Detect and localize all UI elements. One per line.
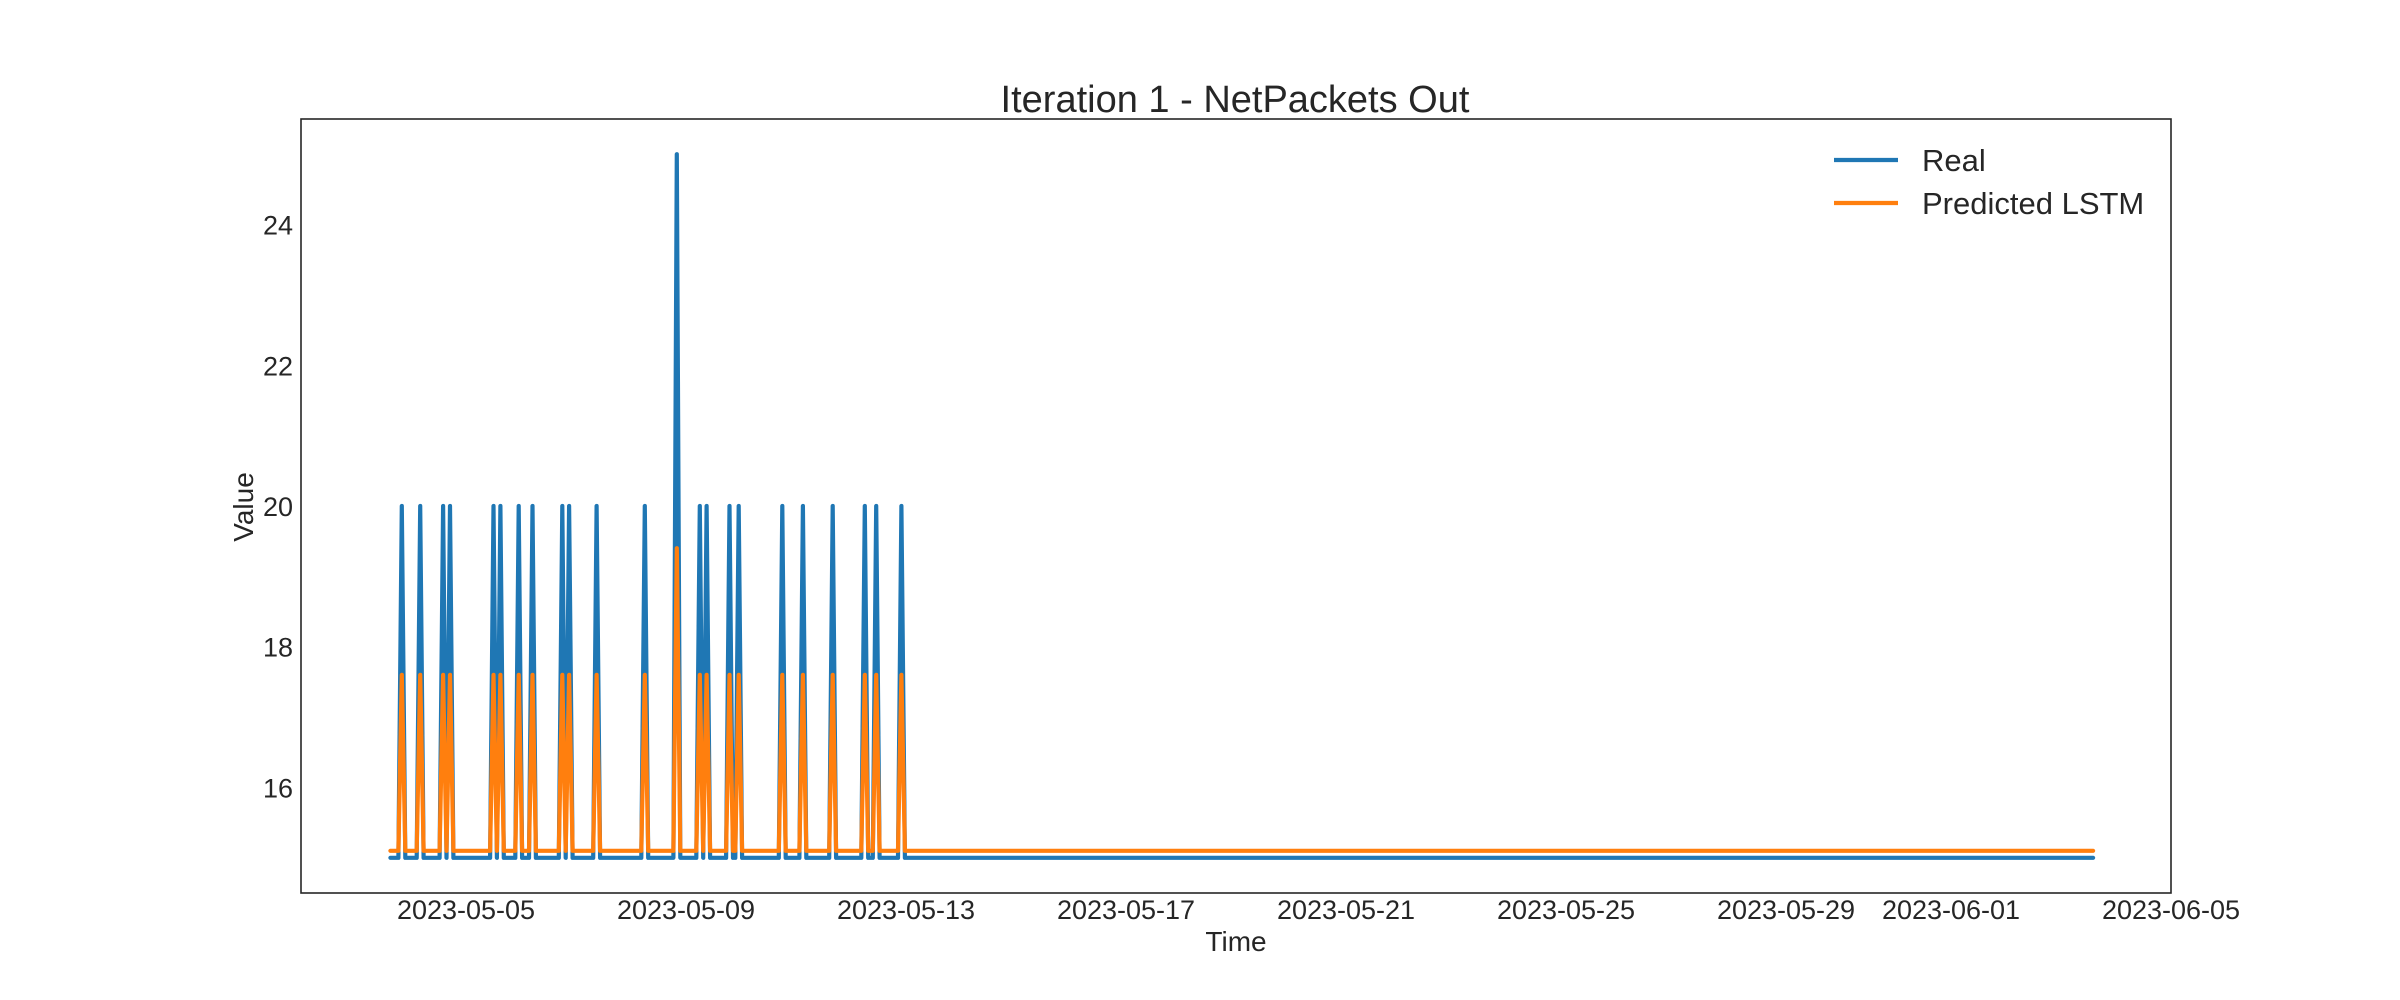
x-tick-label-7: 2023-06-01 [1882,895,2020,925]
y-tick-label-1: 18 [263,633,293,663]
x-tick-label-2: 2023-05-13 [837,895,975,925]
chart-title: Iteration 1 - NetPackets Out [1001,79,1470,121]
y-axis-label: Value [228,472,259,542]
x-axis-ticks: 2023-05-05 2023-05-09 2023-05-13 2023-05-17… [397,895,2240,925]
x-tick-label-4: 2023-05-21 [1277,895,1415,925]
series-line-0 [388,152,2096,860]
x-axis-label: Time [1205,926,1266,957]
x-tick-label-0: 2023-05-05 [397,895,535,925]
series-line-1 [388,546,2096,853]
y-axis-ticks: 16 18 20 22 24 [263,211,293,804]
x-tick-label-8: 2023-06-05 [2102,895,2240,925]
y-tick-label-3: 22 [263,351,293,381]
x-tick-label-3: 2023-05-17 [1057,895,1195,925]
legend: Real Predicted LSTM [1834,143,2144,221]
y-tick-label-0: 16 [263,774,293,804]
y-tick-label-4: 24 [263,211,293,241]
plot-frame [300,118,2172,894]
x-tick-label-6: 2023-05-29 [1717,895,1855,925]
x-tick-label-1: 2023-05-09 [617,895,755,925]
legend-label-1: Predicted LSTM [1922,186,2144,221]
y-tick-label-2: 20 [263,492,293,522]
legend-label-0: Real [1922,143,1986,178]
x-tick-label-5: 2023-05-25 [1497,895,1635,925]
series-layer [388,152,2096,860]
